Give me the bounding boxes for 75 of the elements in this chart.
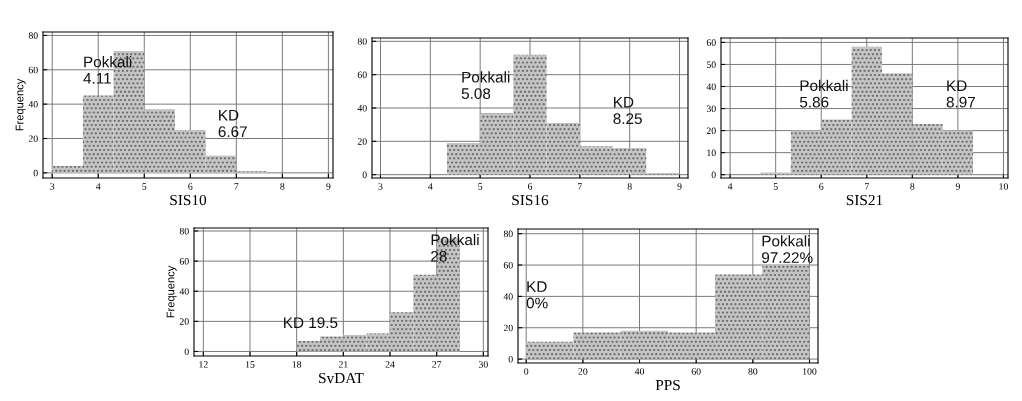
- x-tick-label: 5: [142, 183, 147, 190]
- x-tick-label: 7: [864, 183, 869, 190]
- x-tick-label: 24: [385, 361, 395, 368]
- y-tick-label: 20: [706, 127, 716, 135]
- annotation: KD 0%: [526, 281, 548, 309]
- x-tick-label: 12: [199, 361, 208, 368]
- annotation: Pokkali 28: [431, 234, 479, 262]
- x-tick-label: 8: [910, 183, 915, 190]
- x-tick-label: 10: [999, 183, 1008, 190]
- x-tick-label: 40: [634, 368, 645, 375]
- x-tick-label: 4: [428, 183, 433, 190]
- y-tick-label: 80: [503, 230, 513, 238]
- y-tick-label: 40: [28, 101, 38, 108]
- y-tick-label: 30: [706, 105, 716, 113]
- y-tick-label: 40: [179, 288, 189, 295]
- y-tick-label: 0: [508, 355, 513, 363]
- x-tick-label: 5: [773, 183, 778, 190]
- y-tick-label: 80: [28, 32, 38, 39]
- y-tick-label: 20: [28, 135, 38, 142]
- x-tick-label: 5: [478, 183, 483, 190]
- y-tick-label: 40: [357, 104, 367, 112]
- x-tick-label: 0: [524, 368, 529, 375]
- x-tick-label: 4: [96, 183, 101, 190]
- y-tick-label: 40: [503, 293, 513, 300]
- x-tick-label: 60: [691, 368, 701, 375]
- x-tick-label: 18: [292, 361, 302, 368]
- x-tick-label: 8: [280, 183, 285, 190]
- y-tick-label: 40: [706, 83, 716, 90]
- annotation: KD 8.25: [613, 96, 642, 125]
- x-tick-label: 6: [527, 183, 533, 190]
- x-axis-title: SvDAT: [319, 372, 364, 384]
- x-axis-title: PPS: [655, 379, 680, 391]
- x-tick-label: 100: [803, 368, 817, 375]
- x-tick-label: 8: [627, 183, 632, 190]
- x-tick-label: 6: [819, 183, 824, 190]
- x-tick-label: 3: [50, 183, 55, 190]
- y-tick-label: 20: [357, 138, 367, 145]
- y-axis-title: Frequency: [15, 78, 26, 131]
- x-tick-label: 4: [727, 183, 733, 190]
- y-tick-label: 0: [711, 171, 716, 179]
- x-tick-label: 20: [578, 368, 588, 375]
- x-tick-label: 9: [955, 183, 960, 190]
- x-tick-label: 3: [378, 183, 383, 190]
- annotation: Pokkali 4.11: [83, 56, 132, 84]
- y-tick-label: 20: [179, 318, 189, 325]
- x-axis-title: SIS21: [846, 194, 883, 206]
- y-tick-label: 80: [179, 227, 189, 235]
- y-tick-label: 0: [184, 348, 189, 355]
- y-tick-label: 60: [503, 261, 513, 269]
- x-tick-label: 9: [326, 183, 331, 190]
- x-tick-label: 7: [578, 183, 582, 190]
- y-tick-label: 10: [707, 149, 716, 157]
- x-tick-label: 30: [478, 361, 488, 368]
- x-tick-label: 6: [188, 183, 193, 190]
- y-tick-label: 80: [357, 38, 367, 45]
- y-tick-label: 0: [362, 171, 367, 179]
- y-tick-label: 50: [706, 61, 716, 68]
- y-tick-label: 20: [503, 324, 513, 332]
- x-tick-label: 15: [245, 361, 255, 368]
- x-tick-label: 80: [748, 368, 758, 375]
- x-axis-title: SIS16: [512, 194, 549, 206]
- y-tick-label: 60: [357, 71, 367, 79]
- x-tick-label: 27: [432, 361, 442, 368]
- y-tick-label: 60: [706, 39, 716, 46]
- y-tick-label: 0: [33, 169, 38, 177]
- y-tick-label: 60: [179, 258, 189, 265]
- y-axis-title: Frequency: [166, 265, 177, 318]
- x-tick-label: 7: [234, 183, 239, 190]
- annotation: KD 6.67: [218, 109, 247, 138]
- annotation: Pokkali 5.08: [461, 71, 510, 99]
- x-tick-label: 21: [338, 361, 348, 368]
- annotation: KD 19.5: [284, 317, 338, 329]
- y-tick-label: 60: [28, 66, 38, 74]
- x-tick-label: 9: [677, 183, 682, 190]
- x-axis-title: SIS10: [170, 194, 207, 206]
